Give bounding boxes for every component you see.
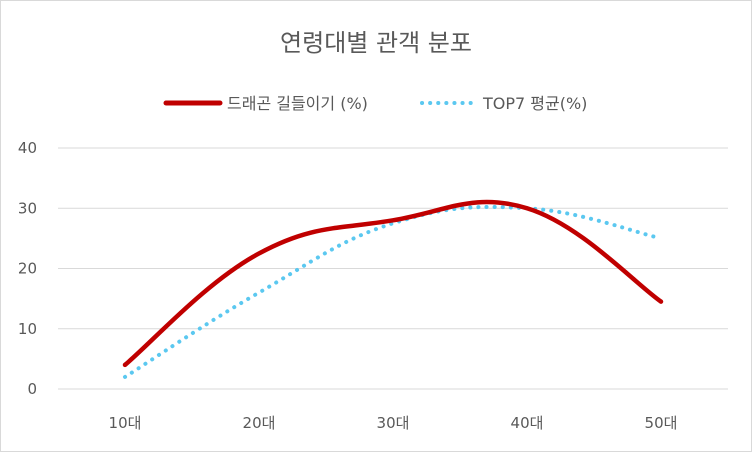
y-tick-label: 10 — [18, 320, 37, 338]
legend: 드래곤 길들이기 (%) TOP7 평균(%) — [163, 94, 587, 113]
legend-label-top7: TOP7 평균(%) — [482, 94, 587, 113]
x-tick-label: 40대 — [511, 414, 544, 432]
x-axis-ticks: 10대 20대 30대 40대 50대 — [109, 414, 678, 432]
series-line-top7 — [123, 204, 663, 379]
y-tick-label: 20 — [18, 260, 37, 278]
series-lines — [122, 199, 664, 379]
legend-label-dragon: 드래곤 길들이기 (%) — [227, 94, 368, 113]
x-tick-label: 10대 — [109, 414, 142, 432]
y-tick-label: 30 — [18, 199, 37, 217]
gridlines — [58, 147, 728, 390]
series-line-dragon — [122, 199, 664, 368]
y-tick-label: 0 — [27, 380, 37, 398]
x-tick-label: 20대 — [243, 414, 276, 432]
chart-title: 연령대별 관객 분포 — [280, 29, 472, 57]
y-tick-label: 40 — [18, 139, 37, 157]
x-tick-label: 30대 — [377, 414, 410, 432]
x-tick-label: 50대 — [645, 414, 678, 432]
y-axis-ticks: 0 10 20 30 40 — [18, 139, 37, 398]
